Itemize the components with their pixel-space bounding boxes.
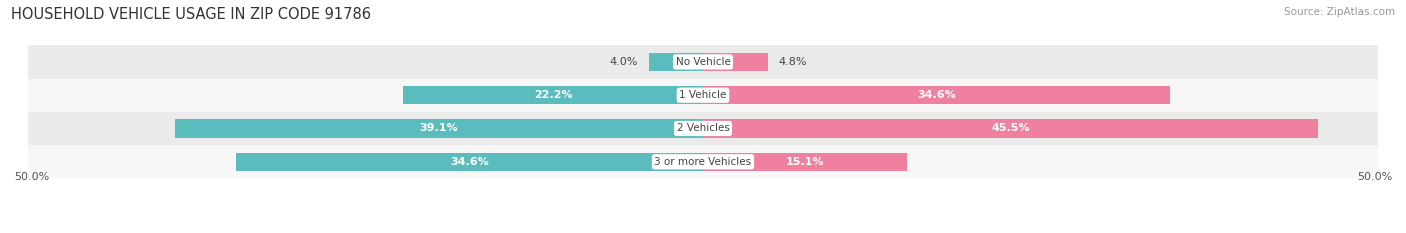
- Bar: [703, 53, 768, 71]
- Bar: [28, 79, 1378, 112]
- Text: 4.0%: 4.0%: [610, 57, 638, 67]
- Bar: [703, 153, 907, 171]
- Bar: [703, 86, 1170, 104]
- Text: 50.0%: 50.0%: [14, 172, 49, 182]
- Text: HOUSEHOLD VEHICLE USAGE IN ZIP CODE 91786: HOUSEHOLD VEHICLE USAGE IN ZIP CODE 9178…: [11, 7, 371, 22]
- Text: No Vehicle: No Vehicle: [675, 57, 731, 67]
- Bar: [703, 119, 1317, 138]
- Bar: [174, 119, 703, 138]
- Text: 3 or more Vehicles: 3 or more Vehicles: [654, 157, 752, 167]
- Text: 34.6%: 34.6%: [450, 157, 489, 167]
- Text: 50.0%: 50.0%: [1357, 172, 1392, 182]
- Text: 45.5%: 45.5%: [991, 123, 1029, 134]
- Bar: [28, 112, 1378, 145]
- Text: 22.2%: 22.2%: [534, 90, 572, 100]
- Text: 4.8%: 4.8%: [779, 57, 807, 67]
- Text: 34.6%: 34.6%: [917, 90, 956, 100]
- Bar: [236, 153, 703, 171]
- Bar: [650, 53, 703, 71]
- Text: Source: ZipAtlas.com: Source: ZipAtlas.com: [1284, 7, 1395, 17]
- Text: 2 Vehicles: 2 Vehicles: [676, 123, 730, 134]
- Bar: [404, 86, 703, 104]
- Bar: [28, 145, 1378, 178]
- Legend: Owner-occupied, Renter-occupied: Owner-occupied, Renter-occupied: [586, 230, 820, 233]
- Text: 15.1%: 15.1%: [786, 157, 824, 167]
- Text: 1 Vehicle: 1 Vehicle: [679, 90, 727, 100]
- Text: 39.1%: 39.1%: [419, 123, 458, 134]
- Bar: [28, 45, 1378, 79]
